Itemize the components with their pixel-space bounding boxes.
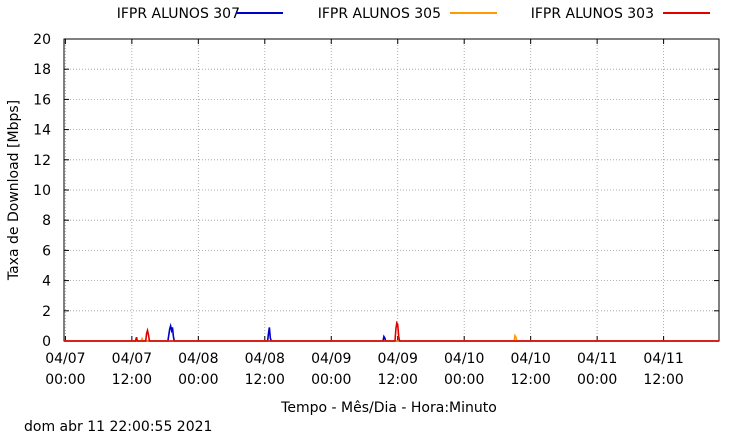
legend-label: IFPR ALUNOS 307: [117, 6, 240, 22]
series-line: [64, 322, 719, 342]
x-tick-label-date: 04/09: [378, 351, 418, 367]
x-tick-label-time: 00:00: [444, 372, 484, 388]
y-tick-label: 8: [42, 213, 51, 229]
series-line: [64, 320, 719, 342]
chart-legend: IFPR ALUNOS 307 IFPR ALUNOS 305 IFPR ALUNO…: [117, 6, 710, 22]
x-tick-label-time: 12:00: [245, 372, 285, 388]
x-tick-label-time: 12:00: [378, 372, 418, 388]
x-tick-label-date: 04/10: [510, 351, 550, 367]
chart-grid: [64, 39, 719, 341]
y-tick-label: 18: [33, 62, 51, 78]
x-axis: 04/07 00:00 04/07 12:00 04/08 00:00 04/08 12:00…: [45, 39, 684, 388]
x-tick-label-date: 04/07: [45, 351, 85, 367]
y-tick-label: 4: [42, 274, 51, 290]
x-tick-label-time: 00:00: [178, 372, 218, 388]
y-tick-label: 0: [42, 334, 51, 350]
x-tick-label-time: 00:00: [311, 372, 351, 388]
y-tick-label: 10: [33, 183, 51, 199]
y-axis-label: Taxa de Download [Mbps]: [6, 100, 22, 281]
x-tick-label-time: 00:00: [45, 372, 85, 388]
x-axis-label: Tempo - Mês/Dia - Hora:Minuto: [280, 400, 497, 416]
legend-label: IFPR ALUNOS 303: [531, 6, 654, 22]
download-rate-chart: IFPR ALUNOS 307 IFPR ALUNOS 305 IFPR ALUNO…: [6, 6, 720, 416]
generation-timestamp: dom abr 11 22:00:55 2021: [24, 419, 213, 435]
y-tick-label: 14: [33, 123, 51, 139]
x-tick-label-date: 04/11: [643, 351, 683, 367]
x-tick-label-date: 04/07: [112, 351, 152, 367]
legend-label: IFPR ALUNOS 305: [318, 6, 441, 22]
y-tick-label: 6: [42, 243, 51, 259]
y-tick-label: 16: [33, 92, 51, 108]
y-tick-label: 2: [42, 304, 51, 320]
y-axis: 0 2 4 6 8 10 12 14 16 18 20: [33, 32, 719, 350]
x-tick-label-date: 04/08: [245, 351, 285, 367]
x-tick-label-date: 04/08: [178, 351, 218, 367]
x-tick-label-date: 04/11: [577, 351, 617, 367]
x-tick-label-date: 04/10: [444, 351, 484, 367]
y-tick-label: 20: [33, 32, 51, 48]
x-tick-label-date: 04/09: [311, 351, 351, 367]
x-tick-label-time: 12:00: [112, 372, 152, 388]
x-tick-label-time: 12:00: [643, 372, 683, 388]
chart-series: [64, 320, 719, 342]
x-tick-label-time: 12:00: [510, 372, 550, 388]
y-tick-label: 12: [33, 153, 51, 169]
x-tick-label-time: 00:00: [577, 372, 617, 388]
